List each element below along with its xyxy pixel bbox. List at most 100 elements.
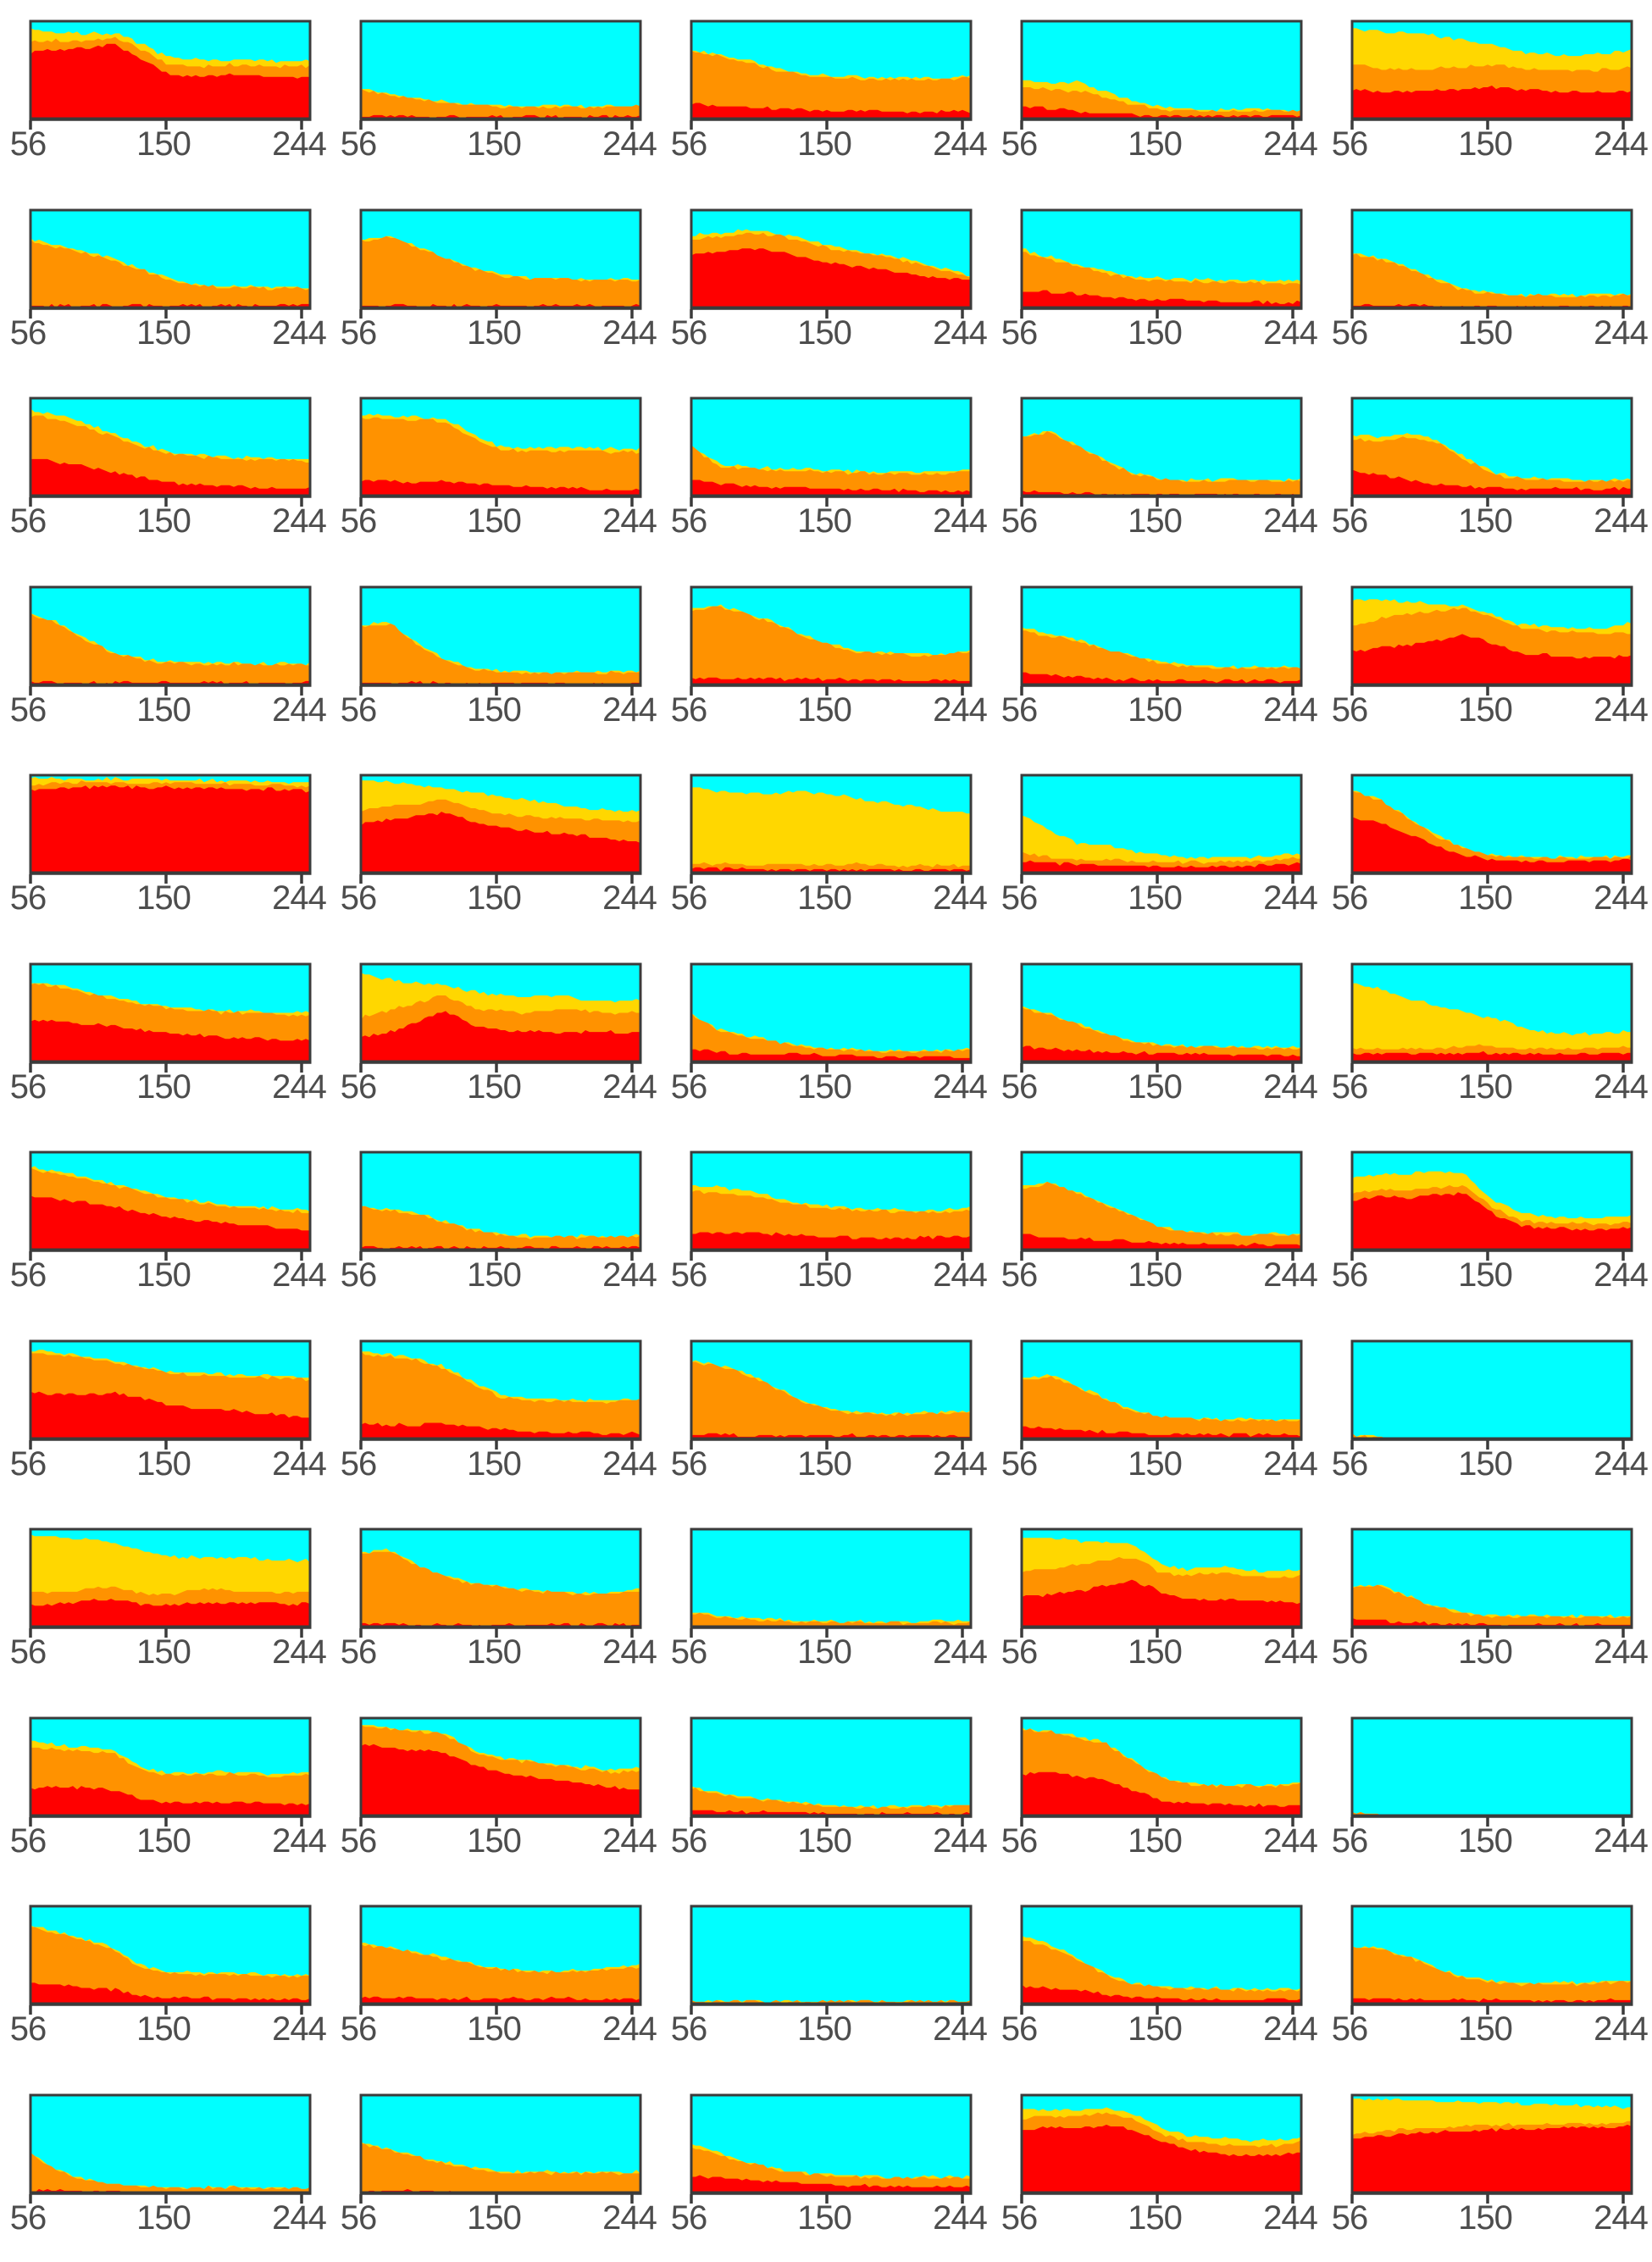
x-tick-mark bbox=[495, 308, 498, 319]
series-orange-area bbox=[691, 1361, 971, 1439]
stacked-area-plot bbox=[359, 1716, 642, 1827]
x-tick-mark bbox=[1291, 497, 1294, 507]
series-cyan-area bbox=[691, 1906, 971, 2004]
x-tick-mark bbox=[961, 1439, 964, 1450]
x-tick-mark bbox=[164, 685, 168, 696]
x-tick-label: 150 bbox=[797, 1821, 852, 1860]
x-tick-mark bbox=[630, 120, 634, 130]
x-tick-label: 150 bbox=[797, 313, 852, 352]
x-tick-mark bbox=[495, 1628, 498, 1638]
series-red-area bbox=[1022, 1426, 1301, 1439]
series-red-area bbox=[1352, 817, 1632, 873]
x-tick-label: 56 bbox=[670, 125, 707, 163]
x-tick-mark bbox=[164, 1816, 168, 1827]
x-tick-mark bbox=[300, 2193, 303, 2204]
x-tick-label: 244 bbox=[1594, 1067, 1649, 1106]
x-tick-mark bbox=[29, 685, 32, 696]
stacked-area-plot bbox=[359, 1339, 642, 1450]
x-tick-mark bbox=[961, 2005, 964, 2015]
x-tick-mark bbox=[1291, 1816, 1294, 1827]
x-tick-mark bbox=[1622, 1816, 1625, 1827]
series-red-area bbox=[1352, 469, 1632, 496]
series-orange-area bbox=[1022, 1006, 1301, 1062]
panel-r1c2: 56 150 244 bbox=[330, 0, 661, 189]
stacked-area-plot bbox=[29, 585, 312, 696]
stacked-area-plot bbox=[690, 208, 973, 319]
x-tick-label: 56 bbox=[9, 1821, 47, 1860]
x-tick-mark bbox=[359, 497, 363, 507]
x-tick-label: 150 bbox=[467, 1067, 522, 1106]
series-orange-area bbox=[1022, 87, 1301, 119]
series-orange-area bbox=[361, 236, 640, 308]
x-tick-mark bbox=[29, 874, 32, 884]
x-tick-mark bbox=[1486, 308, 1489, 319]
series-red-area bbox=[1022, 1984, 1301, 2004]
x-tick-label: 244 bbox=[1263, 125, 1318, 163]
panel-r10c4: 56 150 244 bbox=[991, 1697, 1322, 1886]
stacked-area-plot bbox=[29, 19, 312, 130]
x-tick-mark bbox=[1350, 308, 1354, 319]
panel-r3c5: 56 150 244 bbox=[1322, 377, 1652, 566]
x-tick-mark bbox=[961, 874, 964, 884]
stacked-area-plot bbox=[690, 1904, 973, 2015]
series-red-area bbox=[1352, 1192, 1632, 1250]
x-tick-mark bbox=[1020, 1062, 1023, 1073]
x-tick-label: 244 bbox=[602, 2010, 657, 2048]
x-tick-mark bbox=[690, 1816, 693, 1827]
x-tick-mark bbox=[1622, 308, 1625, 319]
stacked-area-plot bbox=[29, 1150, 312, 1261]
stacked-area-plot bbox=[690, 1716, 973, 1827]
stacked-area-plot bbox=[29, 2093, 312, 2204]
x-tick-label: 56 bbox=[340, 125, 377, 163]
series-red-area bbox=[1352, 1617, 1632, 1627]
x-tick-label: 56 bbox=[9, 690, 47, 729]
x-tick-mark bbox=[630, 874, 634, 884]
x-tick-mark bbox=[1486, 685, 1489, 696]
stacked-area-plot bbox=[359, 19, 642, 130]
series-orange-area bbox=[30, 239, 310, 308]
x-tick-mark bbox=[359, 874, 363, 884]
series-orange-area bbox=[1352, 252, 1632, 308]
x-tick-mark bbox=[29, 1251, 32, 1261]
x-tick-label: 244 bbox=[272, 2198, 327, 2237]
x-tick-label: 150 bbox=[136, 1821, 191, 1860]
x-tick-label: 244 bbox=[1263, 690, 1318, 729]
x-tick-mark bbox=[1020, 1816, 1023, 1827]
x-tick-label: 150 bbox=[136, 879, 191, 917]
x-tick-mark bbox=[961, 1816, 964, 1827]
panel-r6c4: 56 150 244 bbox=[991, 943, 1322, 1132]
panel-r11c3: 56 150 244 bbox=[661, 1885, 991, 2074]
stacked-area-plot bbox=[29, 1904, 312, 2015]
x-tick-mark bbox=[630, 2193, 634, 2204]
stacked-area-plot bbox=[1350, 773, 1633, 884]
series-red-area bbox=[30, 1599, 310, 1627]
x-tick-label: 56 bbox=[1001, 1633, 1038, 1671]
x-tick-label: 244 bbox=[602, 1821, 657, 1860]
x-tick-mark bbox=[1156, 1816, 1159, 1827]
series-orange-area bbox=[30, 613, 310, 685]
x-tick-label: 56 bbox=[1331, 502, 1368, 540]
x-tick-mark bbox=[961, 308, 964, 319]
x-tick-label: 56 bbox=[340, 690, 377, 729]
x-tick-mark bbox=[1156, 1439, 1159, 1450]
x-tick-mark bbox=[495, 497, 498, 507]
series-red-area bbox=[691, 867, 971, 873]
x-tick-mark bbox=[1291, 2005, 1294, 2015]
x-tick-mark bbox=[1156, 120, 1159, 130]
series-red-area bbox=[30, 785, 310, 873]
x-tick-label: 56 bbox=[9, 1444, 47, 1483]
x-tick-label: 150 bbox=[467, 313, 522, 352]
x-tick-label: 56 bbox=[670, 690, 707, 729]
x-tick-mark bbox=[1350, 2005, 1354, 2015]
x-tick-label: 244 bbox=[602, 690, 657, 729]
x-tick-mark bbox=[1291, 2193, 1294, 2204]
x-tick-label: 150 bbox=[1458, 690, 1513, 729]
x-tick-label: 244 bbox=[1263, 879, 1318, 917]
x-tick-mark bbox=[300, 1439, 303, 1450]
x-tick-label: 150 bbox=[797, 125, 852, 163]
x-tick-label: 150 bbox=[797, 1444, 852, 1483]
series-orange-area bbox=[30, 1927, 310, 2004]
x-tick-label: 150 bbox=[1128, 2010, 1183, 2048]
x-tick-label: 150 bbox=[1128, 879, 1183, 917]
